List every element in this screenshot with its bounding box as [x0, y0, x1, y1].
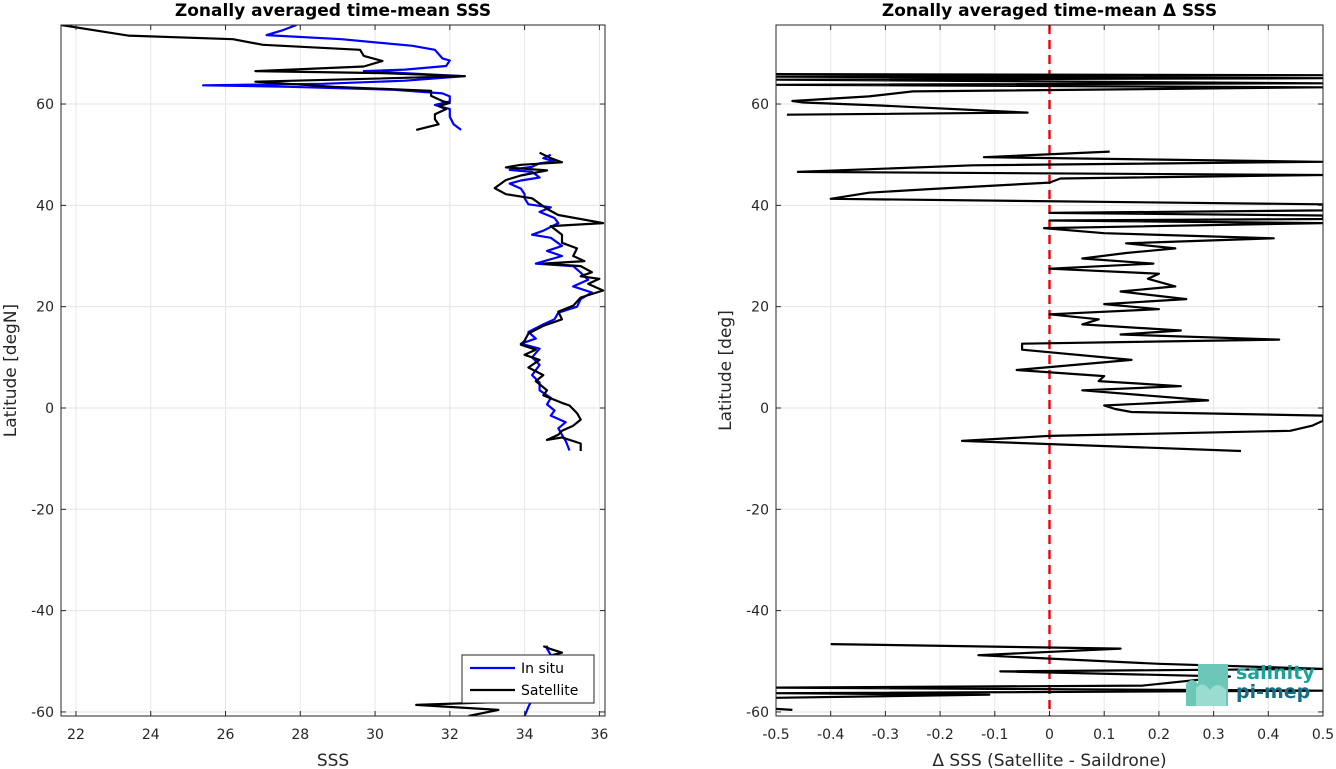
- series-line-in-situ-segment-1: [202, 25, 466, 131]
- x-tick-label: -0.5: [762, 727, 789, 743]
- x-tick-label: 36: [590, 727, 608, 743]
- x-tick-label: -0.3: [872, 727, 899, 743]
- y-tick-label: 40: [36, 198, 54, 214]
- x-tick-label: 28: [291, 727, 309, 743]
- x-tick-label: 26: [217, 727, 235, 743]
- y-tick-label: 20: [751, 300, 769, 316]
- x-axis-label: Δ SSS (Satellite - Saildrone): [932, 751, 1166, 769]
- series-line-in-situ-segment-2: [508, 153, 593, 451]
- y-tick-label: -20: [31, 502, 54, 518]
- delta-sss-panel: -0.5 -0.4 -0.3 -0.2 -0.1 0 0.1 0.2 0.3 0.4 0.5 -60 -…: [716, 1, 1334, 769]
- x-tick-label: 32: [441, 727, 459, 743]
- x-tick-label: -0.2: [926, 727, 953, 743]
- x-tick-label: 22: [67, 727, 85, 743]
- y-tick-label: 0: [45, 401, 54, 417]
- y-tick-label: 20: [36, 300, 54, 316]
- y-tick-label: 0: [760, 401, 769, 417]
- series-line-delta-sss-segment-3: [776, 643, 1323, 699]
- y-tick-label: 40: [751, 198, 769, 214]
- salinity-pi-mep-logo: salinity pi-mep: [1186, 662, 1315, 706]
- plot-area: [61, 25, 605, 716]
- legend-label-satellite: Satellite: [521, 683, 578, 699]
- x-tick-label: 0.4: [1257, 727, 1279, 743]
- x-tick-label: 30: [366, 727, 384, 743]
- y-tick-label: -60: [31, 705, 54, 721]
- y-tick-label: -40: [746, 604, 769, 620]
- x-tick-label: 0: [1045, 727, 1054, 743]
- chart-title: Zonally averaged time-mean SSS: [175, 1, 491, 21]
- x-tick-label: 24: [142, 727, 160, 743]
- series-line-satellite-segment-1: [61, 25, 466, 131]
- logo-text-pi-mep: pi-mep: [1236, 681, 1310, 703]
- series-line-delta-sss-segment-4: [776, 707, 793, 711]
- series-line-satellite-segment-2: [493, 151, 605, 451]
- x-tick-label: -0.1: [981, 727, 1008, 743]
- series-line-delta-sss-segment-1: [776, 73, 1323, 116]
- y-tick-label: -40: [31, 604, 54, 620]
- y-tick-label: -20: [746, 502, 769, 518]
- y-tick-label: -60: [746, 705, 769, 721]
- chart-title: Zonally averaged time-mean Δ SSS: [882, 1, 1217, 21]
- y-tick-label: 60: [751, 97, 769, 113]
- axes-box: [60, 24, 606, 717]
- sss-panel: 22 24 26 28 30 32 34 36 -60 -40 -20 0 20 40 60 Zonally …: [1, 1, 608, 769]
- legend-box: [461, 654, 595, 704]
- legend-label-in-situ: In situ: [521, 661, 564, 677]
- x-axis-label: SSS: [317, 751, 349, 769]
- logo-text-salinity: salinity: [1236, 662, 1315, 684]
- y-tick-label: 60: [36, 97, 54, 113]
- y-axis-label: Latitude [degN]: [1, 304, 21, 437]
- x-tick-label: 0.3: [1202, 727, 1224, 743]
- legend: In situ Satellite: [461, 654, 595, 704]
- series-line-delta-sss-segment-2: [796, 150, 1323, 453]
- x-tick-label: -0.4: [817, 727, 844, 743]
- x-tick-label: 0.1: [1093, 727, 1115, 743]
- x-tick-label: 34: [516, 727, 534, 743]
- x-tick-label: 0.2: [1148, 727, 1170, 743]
- y-axis-label: Latitude [deg]: [716, 310, 736, 431]
- x-tick-label: 0.5: [1312, 727, 1334, 743]
